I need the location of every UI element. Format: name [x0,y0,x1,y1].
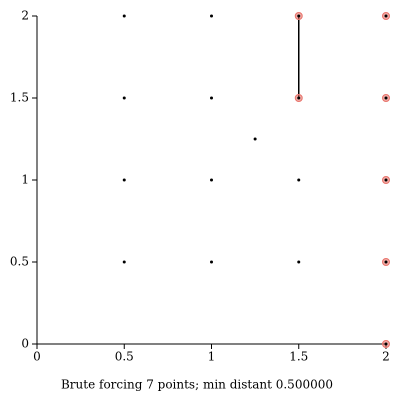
y-tick-label: 0 [21,337,29,351]
highlight-point [297,14,301,18]
highlight-point [384,342,388,346]
highlight-point [297,96,301,100]
point [210,14,213,18]
x-tick-label: 2 [382,350,390,364]
point [122,178,126,182]
x-tick-label: 1.5 [289,350,308,364]
highlight-point [384,14,388,18]
point [210,96,213,100]
y-tick-label: 2 [21,9,29,23]
x-axis-label: Brute forcing 7 points; min distant 0.50… [61,378,333,392]
highlight-point [384,178,388,182]
y-tick-label: 1.5 [10,91,29,105]
point [122,260,126,264]
y-tick-label: 1 [21,173,29,187]
point [122,14,126,18]
x-tick-label: 0.5 [115,350,134,364]
point [122,96,126,100]
y-tick-label: 0.5 [10,255,29,269]
point [210,260,213,264]
x-tick-label: 1 [208,350,216,364]
point [210,178,213,182]
point [253,137,257,141]
point [297,260,301,264]
point [297,178,301,182]
highlight-point [384,260,388,264]
x-tick-label: 0 [33,350,41,364]
highlight-point [384,96,388,100]
